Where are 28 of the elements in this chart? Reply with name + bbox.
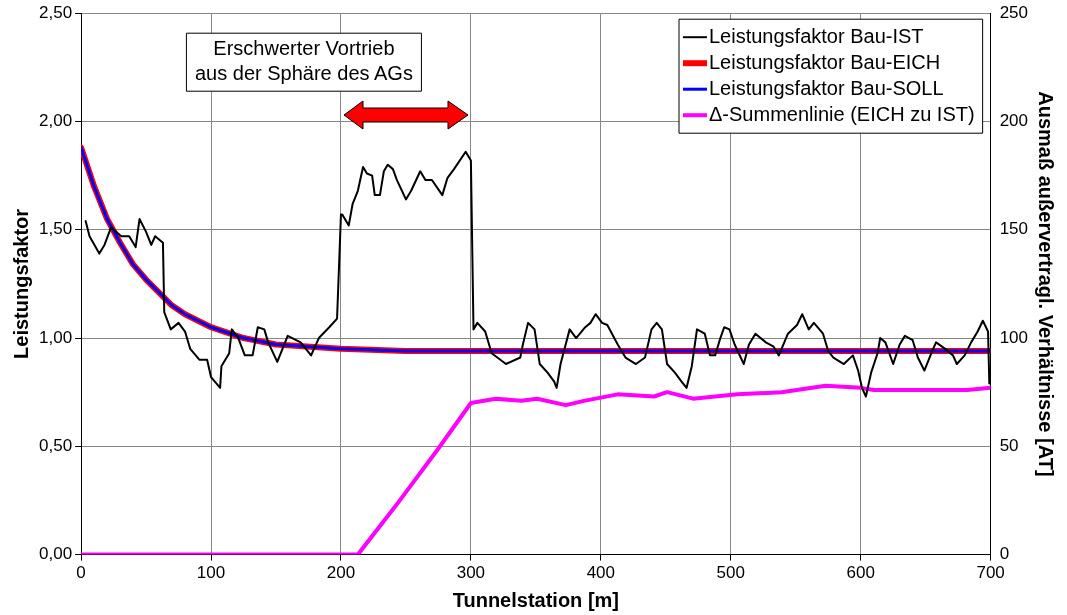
- y-tick-label: 0,50: [38, 436, 73, 456]
- annotation: Erschwerter Vortrieb aus der Sphäre des AGs: [194, 37, 413, 85]
- x-axis-title: Tunnelstation [m]: [452, 588, 619, 611]
- legend-label: Δ-Summenlinie (EICH zu IST): [709, 102, 975, 125]
- y-axis-title: Leistungsfaktor: [9, 208, 32, 359]
- x-tick-label: 600: [846, 563, 875, 583]
- y2-tick-label: 0: [999, 544, 1010, 564]
- x-tick-label: 300: [456, 563, 486, 583]
- y2-tick-label: 200: [999, 111, 1029, 131]
- y-tick-label: 2,00: [38, 111, 73, 131]
- x-tick-label: 100: [196, 563, 226, 583]
- x-tick-label: 0: [76, 563, 86, 583]
- x-tick-label: 200: [326, 563, 356, 583]
- y-tick-label: 0,00: [38, 544, 73, 564]
- y2-tick-label: 50: [999, 436, 1019, 456]
- y2-tick-label: 100: [999, 327, 1029, 347]
- y2-tick-label: 150: [999, 219, 1029, 239]
- x-tick-label: 400: [586, 563, 616, 583]
- x-tick-label: 700: [976, 563, 1005, 583]
- y-tick-label: 1,00: [38, 327, 73, 347]
- legend-label: Leistungsfaktor Bau-IST: [709, 24, 924, 47]
- x-tick-label: 500: [716, 563, 745, 583]
- y-tick-label: 1,50: [38, 219, 73, 239]
- y2-tick-label: 250: [999, 2, 1029, 22]
- legend-label: Leistungsfaktor Bau-EICH: [709, 50, 941, 73]
- y-tick-label: 2,50: [38, 2, 73, 22]
- y2-axis-title: Ausmaß außervertragl. Verhältnisse [AT]: [1035, 91, 1058, 477]
- legend-label: Leistungsfaktor Bau-SOLL: [709, 76, 944, 99]
